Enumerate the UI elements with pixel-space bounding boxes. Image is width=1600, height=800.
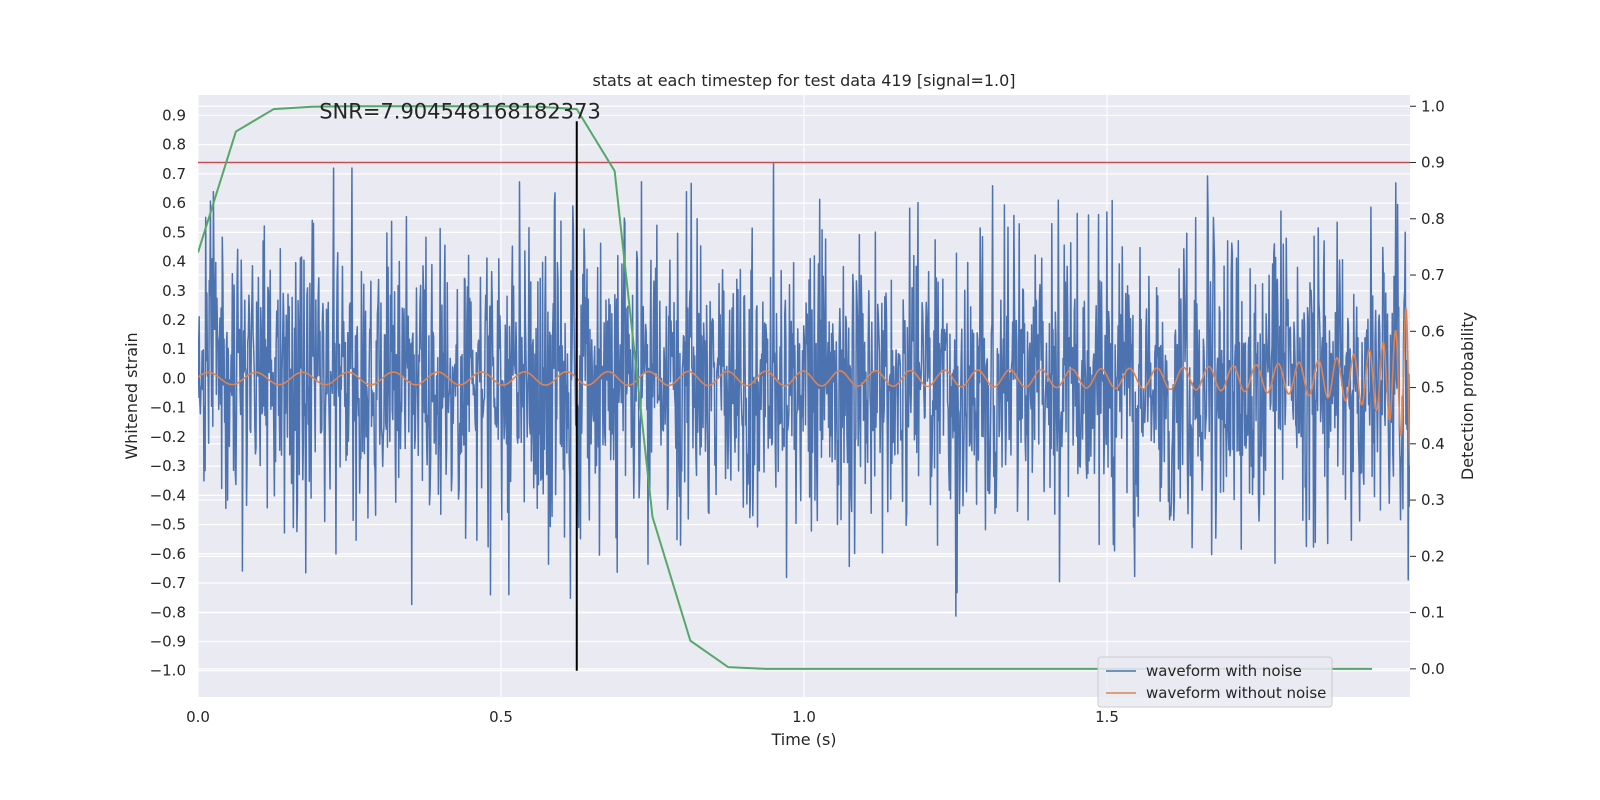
- y-tick-label: −0.8: [150, 603, 186, 621]
- legend-label-noisy: waveform with noise: [1146, 662, 1302, 680]
- y-tick-label: 0.3: [162, 282, 186, 300]
- y-tick-label: 0.9: [162, 106, 186, 124]
- y2-tick-label: 0.7: [1421, 266, 1445, 284]
- y2-tick-label: 0.2: [1421, 547, 1445, 565]
- y2-tick-label: 0.8: [1421, 210, 1445, 228]
- y-tick-label: 0.2: [162, 311, 186, 329]
- x-tick-label: 0.0: [186, 708, 210, 726]
- y-tick-label: 0.8: [162, 136, 186, 154]
- y-axis-label: Whitened strain: [122, 332, 141, 459]
- series-waveform-with-noise: [198, 162, 1410, 617]
- y2-tick-label: 0.5: [1421, 379, 1445, 397]
- y2-tick-label: 0.0: [1421, 660, 1445, 678]
- x-tick-label: 0.5: [489, 708, 513, 726]
- y-tick-label: −0.6: [150, 545, 186, 563]
- y-tick-label: −1.0: [150, 662, 186, 680]
- y-tick-label: −0.4: [150, 486, 186, 504]
- legend-box: [1097, 656, 1333, 708]
- y2-tick-label: 0.9: [1421, 154, 1445, 172]
- snr-annotation: SNR=7.904548168182373: [319, 99, 601, 123]
- y-tick-label: 0.0: [162, 369, 186, 387]
- x-tick-label: 1.0: [792, 708, 816, 726]
- y2-tick-label: 0.6: [1421, 322, 1445, 340]
- legend-label-clean: waveform without noise: [1146, 684, 1326, 702]
- y-tick-label: −0.1: [150, 399, 186, 417]
- y-tick-label: −0.5: [150, 516, 186, 534]
- y2-axis-label: Detection probability: [1458, 312, 1477, 480]
- y2-tick-label: 1.0: [1421, 97, 1445, 115]
- y2-tick-label: 0.1: [1421, 604, 1445, 622]
- y-tick-label: −0.2: [150, 428, 186, 446]
- series-waveform-without-noise: [198, 307, 1410, 466]
- y-tick-label: −0.3: [150, 457, 186, 475]
- y-tick-label: 0.1: [162, 340, 186, 358]
- axes: 0.0 0.5 1.0 1.5 0.9 0.8 0.7 0.6 0.5 0.4 0.3 0.2 0.1 0…: [150, 97, 1445, 726]
- chart-title: stats at each timestep for test data 419…: [592, 71, 1015, 90]
- x-tick-label: 1.5: [1095, 708, 1119, 726]
- legend: waveform with noise waveform without noi…: [1097, 656, 1333, 708]
- x-axis-label: Time (s): [770, 730, 836, 749]
- y2-tick-label: 0.3: [1421, 491, 1445, 509]
- y-tick-label: 0.6: [162, 194, 186, 212]
- y-tick-label: 0.5: [162, 223, 186, 241]
- y2-tick-label: 0.4: [1421, 435, 1445, 453]
- y-tick-label: −0.9: [150, 632, 186, 650]
- y-tick-label: 0.4: [162, 253, 186, 271]
- y-tick-label: −0.7: [150, 574, 186, 592]
- y-tick-label: 0.7: [162, 165, 186, 183]
